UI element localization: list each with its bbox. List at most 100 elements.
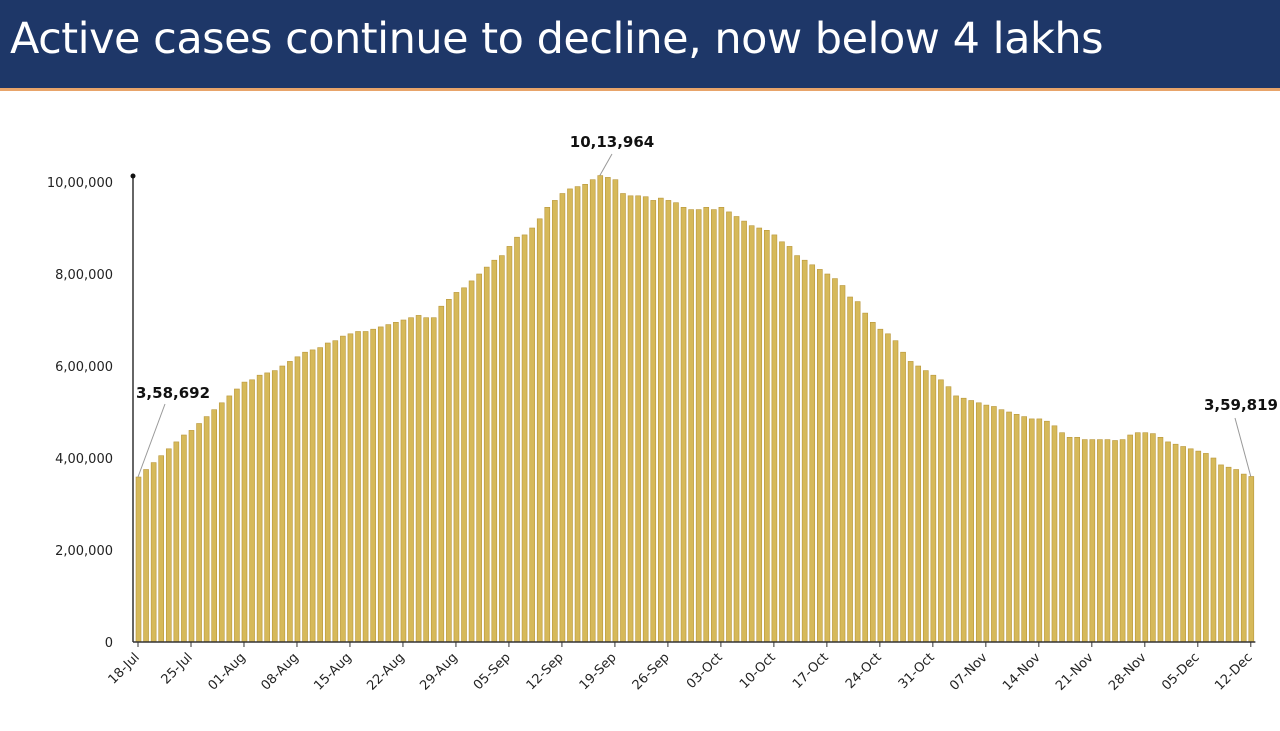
bar	[309, 349, 316, 643]
y-tick-label: 6,00,000	[55, 360, 113, 375]
bar	[589, 179, 596, 643]
bar	[1081, 439, 1088, 643]
bar	[1112, 440, 1118, 643]
bar	[854, 301, 861, 643]
x-tick-label: 12-Dec	[1212, 650, 1255, 693]
bar	[317, 347, 323, 643]
bar	[665, 200, 672, 643]
bar	[536, 218, 543, 643]
bar	[324, 342, 331, 643]
bar	[446, 298, 452, 643]
bar	[158, 455, 165, 643]
bar	[506, 246, 513, 643]
bar	[340, 335, 346, 643]
x-tick-label: 28-Nov	[1106, 650, 1150, 694]
bar	[824, 273, 831, 643]
bar	[915, 365, 922, 643]
bar	[922, 370, 929, 643]
bar	[741, 220, 747, 643]
bar	[1172, 443, 1179, 643]
bar	[673, 202, 679, 643]
data-label: 3,58,692	[136, 384, 210, 402]
bar	[862, 312, 869, 643]
x-tick-label: 15-Aug	[311, 650, 354, 693]
bar	[771, 234, 778, 643]
bar	[680, 207, 687, 643]
bar	[453, 292, 460, 643]
bar	[173, 441, 180, 643]
bar	[1074, 436, 1080, 643]
bar	[294, 356, 301, 643]
bar	[597, 175, 604, 643]
bar	[483, 266, 490, 643]
bar	[143, 469, 149, 643]
x-tick-label: 05-Dec	[1159, 650, 1202, 693]
bar	[264, 372, 270, 643]
bar	[234, 388, 240, 643]
bar	[998, 409, 1005, 643]
bar	[869, 321, 876, 643]
x-tick-label: 01-Aug	[205, 650, 248, 693]
bar	[1104, 439, 1111, 643]
axes-group	[130, 173, 1256, 647]
bar	[529, 227, 535, 643]
bar	[491, 259, 498, 643]
bar	[582, 184, 588, 643]
bar	[711, 209, 717, 643]
bar	[438, 305, 445, 643]
x-tick-label: 21-Nov	[1053, 650, 1097, 694]
bar	[1006, 411, 1012, 643]
bar	[355, 331, 361, 643]
bar	[703, 207, 710, 643]
annotation-leader-line	[137, 403, 166, 478]
bar	[514, 236, 520, 643]
x-tick-label: 24-Oct	[843, 650, 885, 692]
y-tick-label: 4,00,000	[55, 452, 113, 467]
x-tick-label: 22-Aug	[364, 650, 407, 693]
data-label: 10,13,964	[570, 133, 654, 151]
bar	[1210, 457, 1217, 643]
bar	[733, 216, 740, 643]
bar	[816, 269, 823, 643]
bar	[302, 351, 308, 643]
bar	[1150, 433, 1156, 643]
bar	[627, 195, 634, 643]
bar	[287, 361, 293, 643]
x-tick-label: 25-Jul	[159, 650, 196, 687]
bar	[165, 448, 172, 643]
y-axis-arrow-icon	[130, 173, 136, 179]
bar	[1044, 420, 1050, 643]
bar	[612, 179, 619, 643]
bar	[181, 434, 187, 643]
bar	[1127, 434, 1133, 643]
bar	[1233, 469, 1239, 643]
data-label: 3,59,819	[1204, 396, 1278, 414]
bar	[241, 381, 248, 643]
bar	[574, 186, 581, 643]
bar	[385, 324, 392, 643]
bar	[1059, 432, 1065, 643]
bar	[658, 197, 664, 643]
bar	[400, 319, 407, 643]
y-tick-label: 8,00,000	[55, 268, 113, 283]
y-tick-label: 10,00,000	[47, 176, 113, 191]
bar	[1203, 453, 1209, 643]
bar	[1089, 439, 1096, 643]
bar	[377, 326, 384, 643]
bar	[650, 200, 657, 643]
x-tick-label: 08-Aug	[258, 650, 301, 693]
page-title: Active cases continue to decline, now be…	[10, 14, 1104, 64]
bar	[1248, 476, 1255, 643]
x-tick-label: 26-Sep	[630, 650, 673, 693]
bar	[279, 365, 286, 643]
bar	[150, 462, 157, 643]
bar	[832, 278, 838, 643]
bar	[695, 209, 702, 643]
bar	[726, 211, 732, 643]
bar	[1051, 425, 1058, 643]
bar	[370, 328, 376, 643]
bar	[135, 476, 142, 643]
bar	[226, 395, 233, 643]
bar	[1218, 464, 1224, 643]
bar	[764, 230, 770, 643]
